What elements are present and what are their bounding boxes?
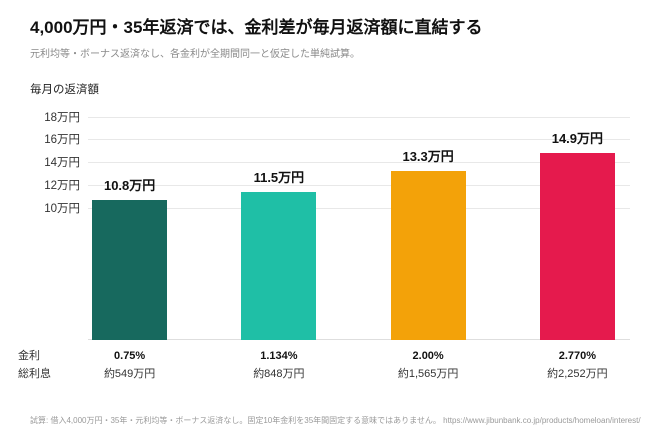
annotation-row-label: 総利息 [18,368,51,380]
bar [241,191,317,340]
y-tick-label: 12万円 [44,180,80,192]
bar-value-label: 13.3万円 [402,149,454,165]
annotation-cell: 約1,565万円 [397,368,459,380]
annotation-row: 金利 0.75% 1.134% 2.00% 2.770% [0,347,652,365]
x-axis-baseline [88,339,630,340]
bar [390,171,466,340]
chart-subtitle: 元利均等・ボーナス返済なし、各金利が全期間同一と仮定した単純試算。 [30,49,360,60]
annotation-cell: 約2,252万円 [547,368,608,380]
annotation-cell: 0.75% [114,350,146,362]
y-axis-label: 毎月の返済額 [30,84,99,96]
bar-group: 10.8万円 [55,109,204,340]
annotation-row-label: 金利 [18,350,40,362]
bar-group: 11.5万円 [204,109,353,340]
gridline [88,185,630,186]
bar-group: 13.3万円 [354,109,503,340]
y-tick-label: 16万円 [44,134,80,147]
gridline [88,207,630,209]
gridline [88,139,630,141]
y-tick-label: 18万円 [44,111,80,124]
annotation-cell: 1.134% [260,350,298,362]
annotation-rows: 金利 0.75% 1.134% 2.00% 2.770% 総利息 約549万円 約848万円 約… [0,347,652,383]
chart-title: 4,000万円・35年返済では、金利差が毎月返済額に直結する [30,18,483,37]
bar [539,152,615,340]
gridline [88,162,630,164]
bar-value-label: 11.5万円 [253,169,305,185]
annotation-cell: 2.00% [412,350,444,362]
y-tick-label: 14万円 [44,157,80,170]
y-tick-label: 10万円 [44,202,80,215]
annotation-cell: 2.770% [558,350,597,362]
bar [92,199,168,340]
plot-area: 10万円 12万円 14万円 16万円 18万円 10.8万円 11.5万円 13.3万円 1… [0,109,659,340]
bar-value-label: 10.8万円 [103,177,156,193]
footnote: 試算: 借入4,000万円・35年・元利均等・ボーナス返済なし。固定10年金利を… [30,416,641,425]
gridline [88,116,630,118]
bar-value-label: 14.9万円 [551,130,604,146]
annotation-cell: 約549万円 [103,368,156,380]
annotation-cell: 約848万円 [253,368,305,380]
bars: 10.8万円 11.5万円 13.3万円 14.9万円 [55,109,652,340]
bar-group: 14.9万円 [503,109,652,340]
annotation-row: 総利息 約549万円 約848万円 約1,565万円 約2,252万円 [0,365,652,383]
